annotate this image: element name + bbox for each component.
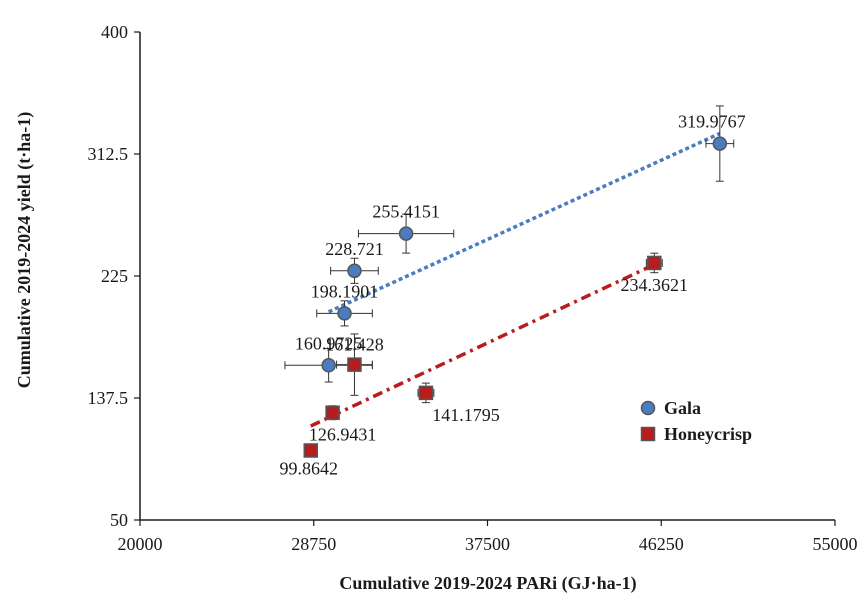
y-tick-label: 137.5 <box>88 388 129 408</box>
x-tick-label: 37500 <box>465 534 510 554</box>
gala-data-label: 255.4151 <box>372 202 440 222</box>
honeycrisp-trendline <box>310 263 656 428</box>
gala-point <box>712 136 728 151</box>
y-tick-label: 50 <box>110 510 128 530</box>
honeycrisp-point <box>647 255 662 271</box>
gala-data-label: 160.9725 <box>295 333 363 353</box>
x-axis-title: Cumulative 2019-2024 PARi (GJ·ha-1) <box>339 573 636 594</box>
gala-point <box>337 306 352 321</box>
legend-honeycrisp-label: Honeycrisp <box>664 424 752 444</box>
y-tick-label: 400 <box>101 22 128 42</box>
honeycrisp-data-label: 126.9431 <box>309 425 377 445</box>
honeycrisp-data-label: 234.3621 <box>621 275 689 295</box>
y-tick-label: 225 <box>101 266 128 286</box>
y-tick-label: 312.5 <box>88 144 129 164</box>
gala-point <box>321 358 336 373</box>
gala-data-label: 228.721 <box>325 239 384 259</box>
honeycrisp-data-label: 161.428 <box>325 335 384 355</box>
legend-honeycrisp-marker <box>640 426 656 442</box>
honeycrisp-data-label: 141.1795 <box>432 405 500 425</box>
gala-point <box>398 226 414 241</box>
x-tick-label: 55000 <box>813 534 858 554</box>
gala-trendline <box>327 131 721 314</box>
honeycrisp-point <box>347 357 362 372</box>
x-tick-label: 46250 <box>639 534 684 554</box>
gala-point <box>347 263 362 279</box>
data-points <box>303 136 728 458</box>
honeycrisp-data-label: 99.8642 <box>280 458 339 478</box>
data-labels: 160.9725 198.1901 228.721 255.4151 319.9767 9… <box>280 112 746 479</box>
gala-data-label: 319.9767 <box>678 112 746 132</box>
gala-data-label: 198.1901 <box>311 281 379 301</box>
x-tick-label: 28750 <box>291 534 336 554</box>
honeycrisp-point <box>303 443 319 458</box>
honeycrisp-point <box>418 385 434 401</box>
axes <box>139 32 835 521</box>
tick-labels: 50 137.5 225 312.5 400 20000 28750 37500 46250 55… <box>88 22 858 554</box>
honeycrisp-point <box>325 405 340 420</box>
y-axis-title: Cumulative 2019-2024 yield (t·ha-1) <box>14 112 35 389</box>
legend-gala-marker <box>640 400 656 416</box>
x-tick-label: 20000 <box>118 534 163 554</box>
legend: Gala Honeycrisp <box>640 398 752 444</box>
trendlines <box>310 131 721 428</box>
legend-gala-label: Gala <box>664 398 701 418</box>
